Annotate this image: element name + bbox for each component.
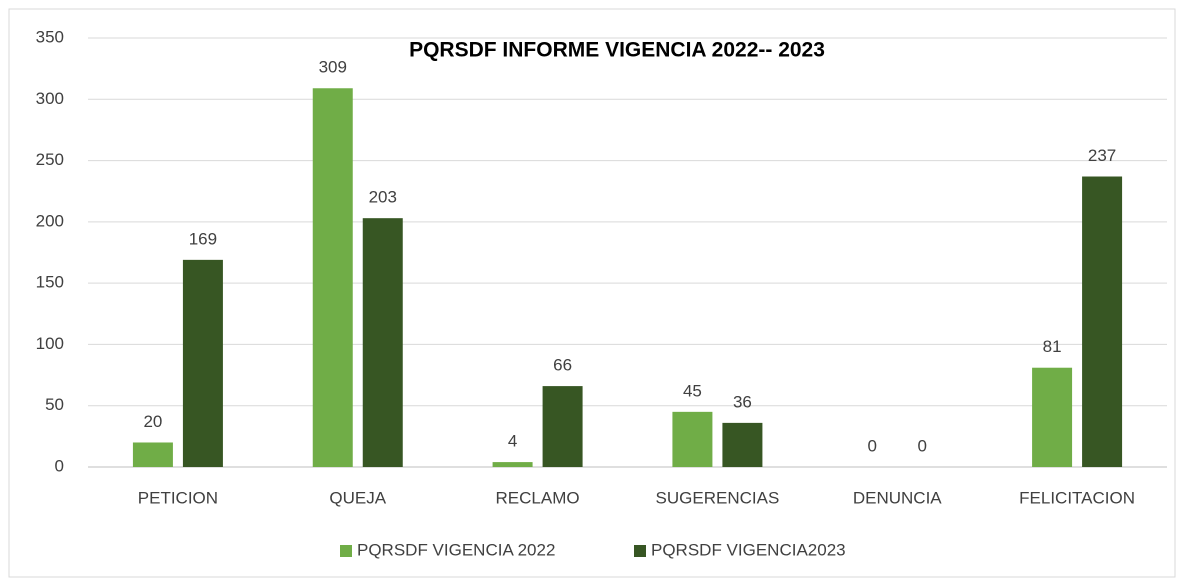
data-label: 45 bbox=[683, 381, 702, 400]
y-tick-label: 300 bbox=[36, 89, 64, 108]
data-label: 203 bbox=[369, 188, 397, 207]
x-tick-label: QUEJA bbox=[329, 488, 386, 507]
data-label: 20 bbox=[143, 412, 162, 431]
data-label: 66 bbox=[553, 356, 572, 375]
bar bbox=[672, 411, 713, 467]
bar bbox=[312, 88, 353, 468]
x-tick-label: RECLAMO bbox=[496, 488, 580, 507]
data-label: 81 bbox=[1043, 337, 1062, 356]
bar bbox=[1032, 367, 1073, 467]
y-tick-label: 50 bbox=[45, 395, 64, 414]
legend-label: PQRSDF VIGENCIA2023 bbox=[651, 540, 846, 559]
y-tick-label: 250 bbox=[36, 150, 64, 169]
y-tick-label: 200 bbox=[36, 211, 64, 230]
y-tick-label: 0 bbox=[55, 456, 64, 475]
data-label: 0 bbox=[918, 436, 927, 455]
y-tick-label: 350 bbox=[36, 27, 64, 46]
bar bbox=[1082, 176, 1123, 467]
x-tick-label: PETICION bbox=[138, 488, 218, 507]
chart-title: PQRSDF INFORME VIGENCIA 2022-- 2023 bbox=[409, 39, 825, 62]
data-label: 4 bbox=[508, 432, 517, 451]
x-tick-label: SUGERENCIAS bbox=[656, 488, 780, 507]
bar bbox=[362, 218, 403, 467]
legend-swatch bbox=[634, 545, 646, 557]
data-label: 169 bbox=[189, 229, 217, 248]
data-label: 237 bbox=[1088, 146, 1116, 165]
bar bbox=[132, 442, 173, 467]
legend-swatch bbox=[340, 545, 352, 557]
bar bbox=[492, 462, 533, 467]
y-tick-label: 100 bbox=[36, 334, 64, 353]
bar bbox=[182, 259, 223, 467]
legend-label: PQRSDF VIGENCIA 2022 bbox=[357, 540, 555, 559]
data-label: 36 bbox=[733, 392, 752, 411]
x-tick-label: DENUNCIA bbox=[853, 488, 942, 507]
bar bbox=[722, 422, 763, 467]
y-tick-label: 150 bbox=[36, 273, 64, 292]
data-label: 0 bbox=[868, 436, 877, 455]
bar bbox=[542, 386, 583, 467]
data-label: 309 bbox=[319, 58, 347, 77]
x-tick-label: FELICITACION bbox=[1019, 488, 1135, 507]
